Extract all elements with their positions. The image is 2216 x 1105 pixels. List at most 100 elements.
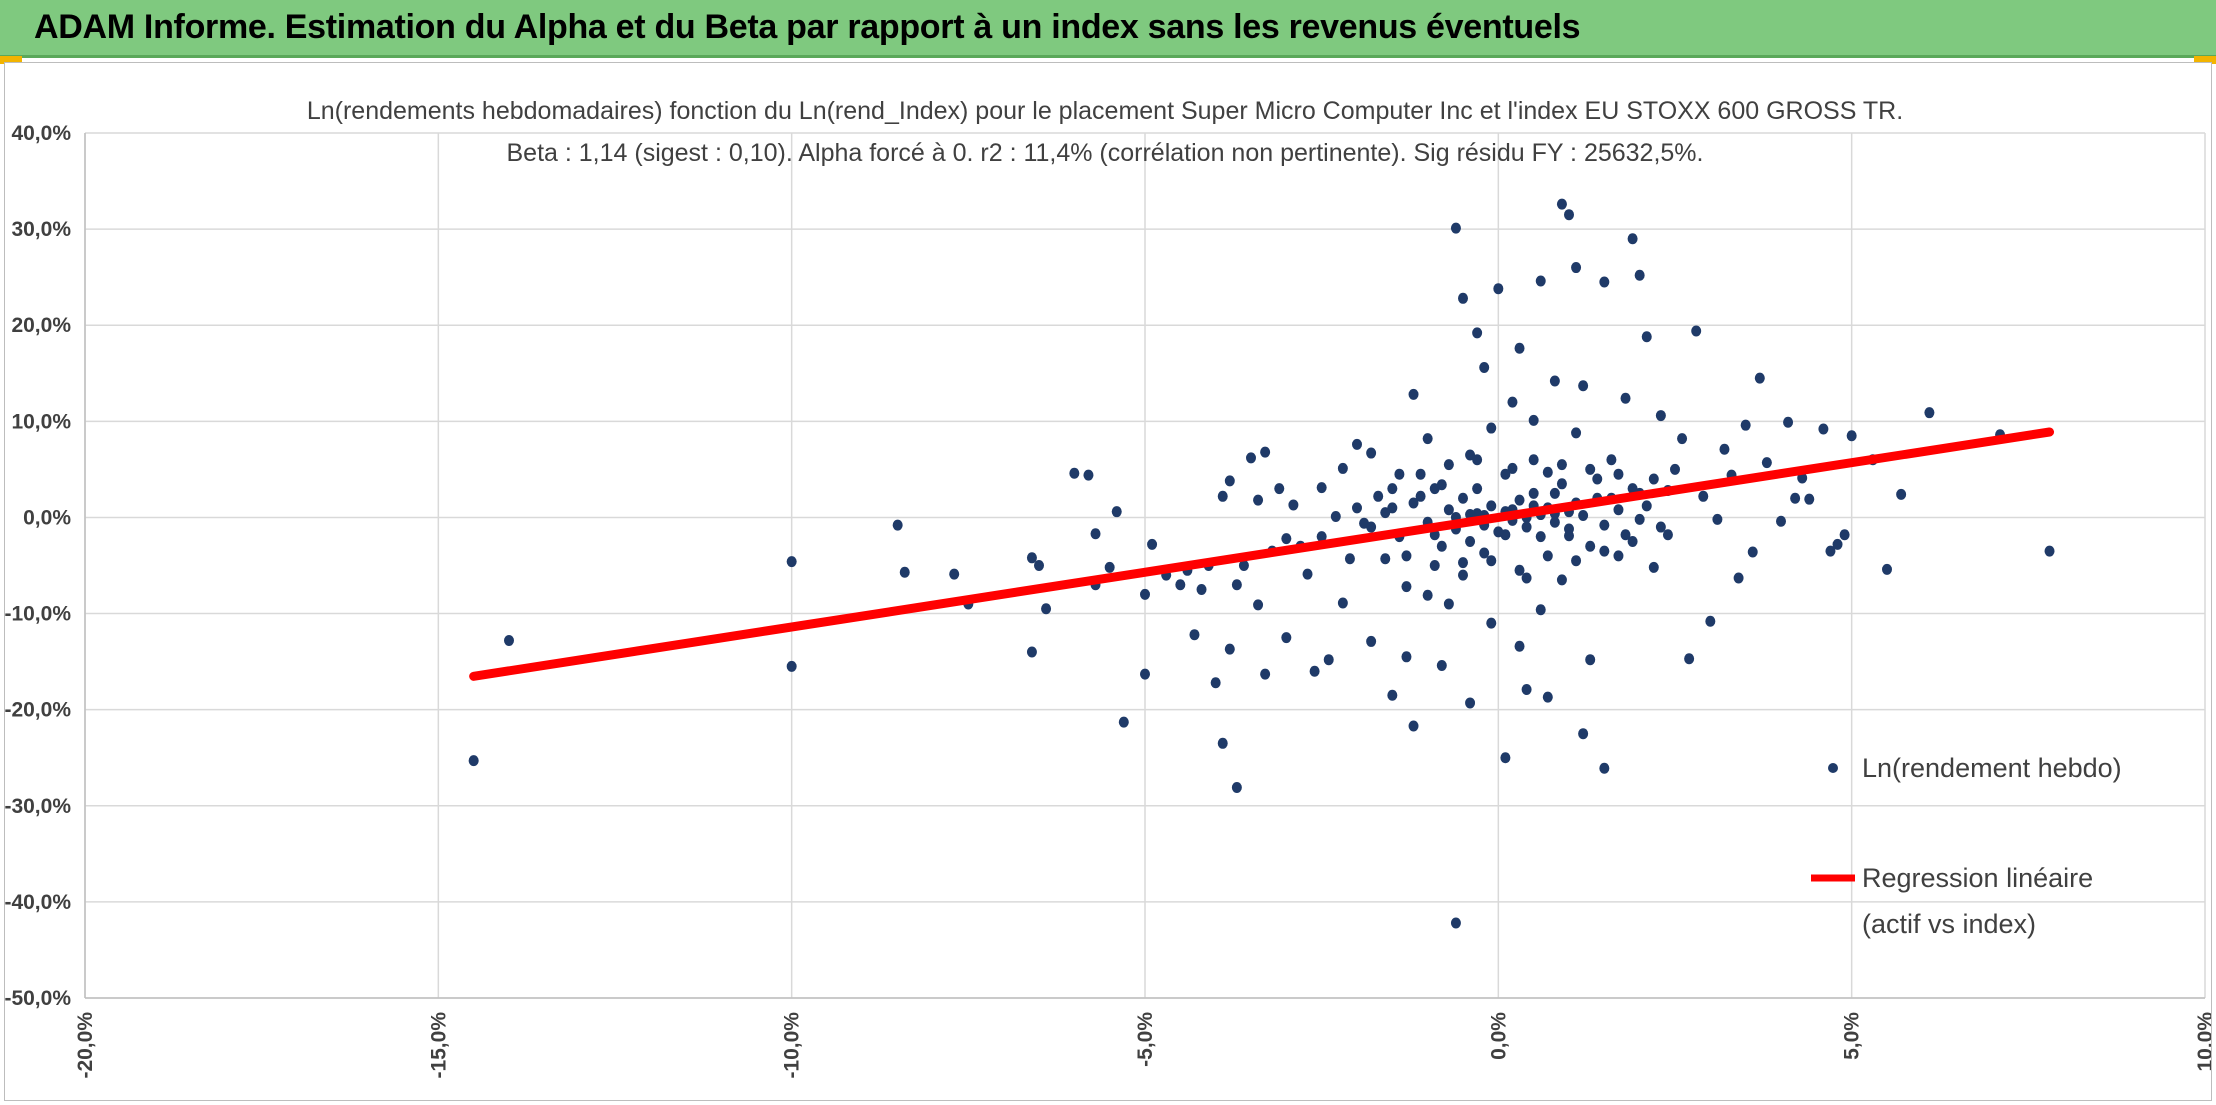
y-tick-label: -30,0%	[5, 795, 71, 818]
data-point	[1542, 691, 1553, 703]
data-point	[1585, 654, 1596, 666]
data-point	[1189, 629, 1200, 641]
data-point	[1882, 563, 1892, 575]
data-point	[1818, 423, 1829, 435]
x-tick-label: 5,0%	[1841, 1012, 1864, 1060]
data-point	[1578, 380, 1589, 392]
data-point	[1408, 497, 1419, 509]
data-point	[1253, 599, 1264, 611]
data-point	[1458, 557, 1468, 569]
data-point	[1041, 603, 1052, 615]
data-point	[1521, 683, 1532, 695]
data-point	[1472, 483, 1483, 495]
data-point	[1140, 668, 1150, 680]
data-point	[1380, 553, 1391, 565]
data-point	[1585, 540, 1596, 552]
data-point	[1443, 504, 1454, 516]
data-point	[1408, 388, 1419, 400]
data-point	[1698, 490, 1709, 502]
data-point	[1528, 487, 1539, 499]
chart-title: Ln(rendements hebdomadaires) fonction du…	[307, 97, 1903, 125]
data-point	[1224, 643, 1235, 655]
legend-marker-scatter	[1828, 763, 1838, 773]
data-point	[1578, 510, 1589, 522]
x-tick-label: -10,0%	[781, 1012, 804, 1079]
report-banner: ADAM Informe. Estimation du Alpha et du …	[0, 0, 2216, 58]
data-point	[1415, 468, 1426, 480]
data-point	[1408, 720, 1419, 732]
data-point	[1210, 677, 1221, 689]
regression-line-group	[469, 427, 2055, 681]
data-point	[1634, 269, 1645, 281]
data-point	[1260, 668, 1271, 680]
y-tick-label: 0,0%	[23, 506, 71, 529]
y-tick-label: 20,0%	[11, 314, 71, 337]
data-point	[1564, 209, 1574, 221]
x-tick-label: -15,0%	[427, 1012, 450, 1079]
data-point	[1648, 561, 1659, 573]
y-tick-label: -20,0%	[5, 699, 71, 722]
data-point	[1740, 419, 1751, 431]
data-point	[1465, 535, 1476, 547]
data-point	[1507, 396, 1518, 408]
y-tick-label: -10,0%	[5, 603, 71, 626]
data-point	[1620, 392, 1631, 404]
data-point	[1344, 553, 1355, 565]
data-point	[1465, 697, 1476, 709]
data-point	[1090, 528, 1101, 540]
x-tick-label: 0,0%	[1487, 1012, 1510, 1060]
data-point	[1436, 540, 1447, 552]
data-point	[1571, 427, 1582, 439]
data-point	[1380, 507, 1391, 519]
data-point	[1839, 529, 1850, 541]
data-point	[1429, 483, 1440, 495]
data-point	[1832, 538, 1843, 550]
data-point	[1521, 521, 1532, 533]
data-point	[1606, 454, 1617, 466]
y-tick-label: -40,0%	[5, 891, 71, 914]
data-point	[2044, 545, 2055, 557]
data-point	[1655, 521, 1666, 533]
data-point	[1825, 545, 1836, 557]
data-point	[1599, 519, 1610, 531]
data-point	[1217, 737, 1228, 749]
data-point	[1147, 538, 1158, 550]
data-point	[1253, 494, 1264, 506]
data-point	[1599, 545, 1610, 557]
legend: Ln(rendement hebdo) Regression linéaire …	[1811, 753, 2122, 939]
data-point	[1486, 617, 1497, 629]
legend-label-scatter: Ln(rendement hebdo)	[1862, 753, 2122, 783]
data-point	[1479, 362, 1490, 374]
data-point	[1896, 488, 1907, 500]
data-point	[1479, 547, 1490, 559]
data-point	[1366, 447, 1377, 459]
data-point	[1274, 483, 1285, 495]
x-tick-label: -5,0%	[1134, 1012, 1157, 1067]
data-point	[1316, 531, 1327, 543]
data-point	[1026, 646, 1037, 658]
data-point	[1330, 510, 1341, 522]
data-point	[1281, 533, 1292, 545]
data-point	[1571, 262, 1582, 274]
data-point	[1175, 579, 1186, 591]
data-point	[1655, 410, 1666, 422]
data-point	[1373, 490, 1384, 502]
data-point	[1733, 572, 1744, 584]
data-point	[1302, 568, 1313, 580]
data-point	[1542, 466, 1553, 478]
data-point	[1309, 665, 1320, 677]
data-point	[1705, 615, 1716, 627]
data-point	[1613, 468, 1624, 480]
data-point	[1535, 275, 1546, 287]
data-point	[1422, 433, 1433, 445]
legend-label-line: Regression linéaire	[1862, 863, 2093, 893]
data-point	[468, 755, 479, 767]
data-point	[1111, 506, 1122, 518]
data-point	[1366, 521, 1377, 533]
data-point	[1231, 579, 1242, 591]
data-point	[1677, 433, 1688, 445]
data-point	[1458, 292, 1468, 304]
chart-subtitle: Beta : 1,14 (sigest : 0,10). Alpha forcé…	[507, 139, 1704, 167]
data-point	[1549, 375, 1560, 387]
data-point	[1542, 550, 1553, 562]
